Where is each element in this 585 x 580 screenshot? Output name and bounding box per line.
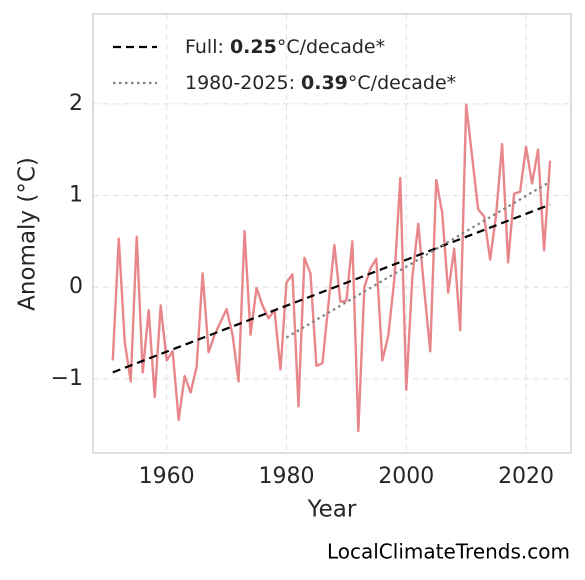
x-tick-label: 1980 [258, 464, 314, 489]
y-tick-label: −1 [51, 366, 83, 391]
y-tick-label: 2 [69, 91, 83, 116]
y-axis-label: Anomaly (°C) [15, 157, 41, 311]
legend-rate: 0.39 [301, 72, 348, 94]
data-line [111, 103, 552, 433]
source-label: LocalClimateTrends.com [327, 540, 570, 564]
y-tick-label: 1 [69, 182, 83, 207]
y-tick-label: 0 [69, 274, 83, 299]
x-tick-label: 2000 [378, 464, 434, 489]
trend-line [285, 180, 551, 339]
legend-entry: Full: 0.25°C/decade* [185, 36, 385, 58]
x-axis-label: Year [307, 497, 357, 523]
legend-prefix: 1980-2025: [185, 72, 301, 94]
x-tick-label: 1960 [139, 464, 195, 489]
legend-suffix: °C/decade* [348, 72, 456, 94]
x-tick-label: 2020 [498, 464, 554, 489]
legend-prefix: Full: [185, 36, 230, 58]
legend-entry: 1980-2025: 0.39°C/decade* [185, 72, 456, 94]
trend-line [112, 203, 551, 374]
plot-frame [92, 13, 572, 454]
legend-suffix: °C/decade* [277, 36, 385, 58]
legend-rate: 0.25 [230, 36, 277, 58]
